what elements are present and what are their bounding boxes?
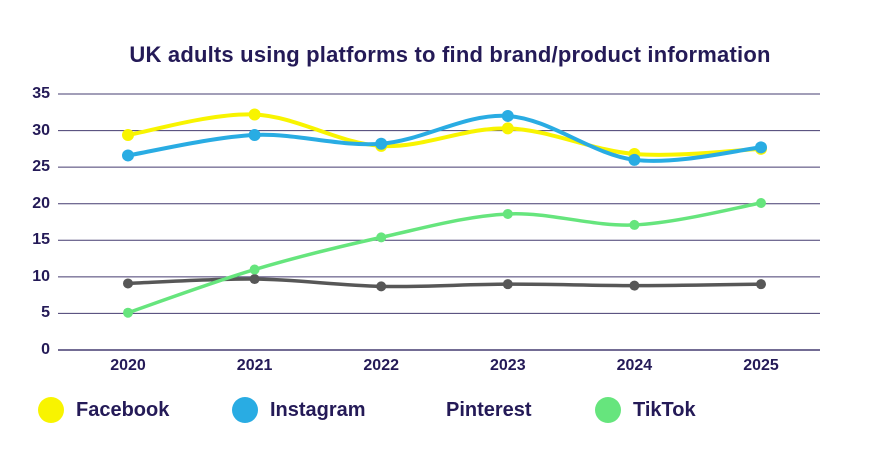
legend-label-facebook: Facebook [76, 398, 170, 421]
x-tick-label-2020: 2020 [110, 357, 146, 374]
tiktok-point-2025 [756, 197, 766, 208]
x-tick-label-2021: 2021 [236, 357, 273, 374]
legend-label-instagram: Instagram [270, 398, 366, 421]
facebook-point-2023 [501, 122, 514, 135]
legend-item-pinterest: Pinterest [408, 396, 532, 424]
pinterest-point-2023 [502, 279, 513, 290]
y-tick-label-35: 35 [32, 85, 50, 102]
y-tick-label-15: 15 [32, 231, 50, 249]
pinterest-point-2024 [629, 280, 640, 291]
tiktok-point-2023 [502, 208, 513, 219]
pinterest-swatch-icon [408, 397, 434, 423]
legend-item-facebook: Facebook [38, 396, 169, 424]
tiktok-point-2021 [249, 264, 260, 275]
tiktok-point-2024 [629, 219, 640, 230]
tiktok-point-2022 [376, 232, 387, 243]
instagram-swatch-icon [232, 397, 258, 423]
legend-label-tiktok: TikTok [633, 398, 696, 421]
instagram-line [126, 113, 763, 163]
tiktok-point-2020 [123, 307, 133, 318]
y-tick-label-20: 20 [32, 194, 50, 212]
pinterest-point-2022 [376, 281, 387, 292]
instagram-point-2020 [122, 149, 134, 162]
instagram-point-2022 [375, 137, 388, 150]
legend-item-instagram: Instagram [232, 396, 366, 424]
x-tick-label-2025: 2025 [743, 357, 779, 374]
pinterest-line [126, 277, 763, 289]
instagram-point-2021 [248, 128, 261, 141]
legend-label-pinterest: Pinterest [446, 398, 532, 421]
y-tick-label-25: 25 [32, 158, 50, 176]
facebook-point-2021 [248, 108, 261, 121]
instagram-point-2024 [628, 153, 641, 166]
y-tick-label-30: 30 [32, 121, 50, 139]
legend-item-tiktok: TikTok [595, 396, 696, 424]
pinterest-point-2021 [249, 274, 260, 285]
y-tick-label-10: 10 [32, 267, 50, 285]
chart-legend: Facebook Instagram Pinterest TikTok [0, 396, 874, 426]
x-tick-label-2022: 2022 [363, 357, 399, 374]
facebook-point-2020 [122, 128, 134, 141]
instagram-point-2025 [755, 141, 767, 154]
instagram-point-2023 [501, 109, 514, 122]
chart-title: UK adults using platforms to find brand/… [129, 42, 771, 67]
facebook-line [126, 112, 763, 157]
facebook-swatch-icon [38, 397, 64, 423]
pinterest-point-2020 [123, 278, 133, 289]
y-tick-label-0: 0 [41, 341, 50, 358]
tiktok-swatch-icon [595, 397, 621, 423]
y-tick-label-5: 5 [41, 304, 50, 322]
x-tick-label-2023: 2023 [490, 357, 526, 374]
x-tick-label-2024: 2024 [616, 357, 653, 374]
tiktok-line [126, 201, 763, 315]
pinterest-point-2025 [756, 279, 766, 290]
